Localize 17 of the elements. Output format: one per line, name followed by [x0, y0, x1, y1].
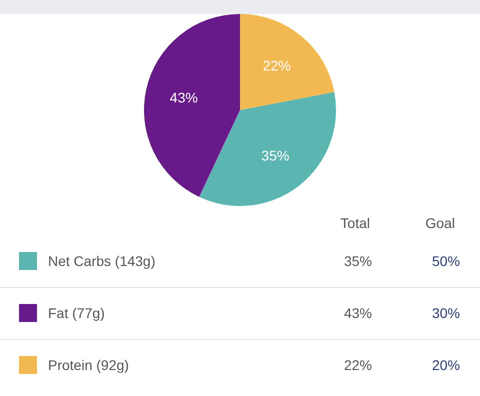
legend-label: Fat (77g) — [48, 305, 105, 321]
pie-slice — [240, 14, 334, 110]
text: 50% — [432, 253, 460, 269]
text: Goal — [425, 215, 455, 231]
text: Total — [340, 215, 370, 231]
text: 22% — [344, 357, 372, 373]
text: 30% — [432, 305, 460, 321]
data-label: 22% — [262, 58, 291, 74]
pie-slice — [199, 92, 336, 206]
text: 43% — [344, 305, 372, 321]
text: 35% — [344, 253, 372, 269]
pie-slice — [144, 14, 240, 197]
data-label: 35% — [261, 148, 290, 164]
data-label: 43% — [170, 89, 198, 106]
legend-label: Protein (92g) — [48, 357, 129, 373]
text: 20% — [432, 357, 460, 373]
legend-label: Net Carbs (143g) — [48, 253, 156, 269]
